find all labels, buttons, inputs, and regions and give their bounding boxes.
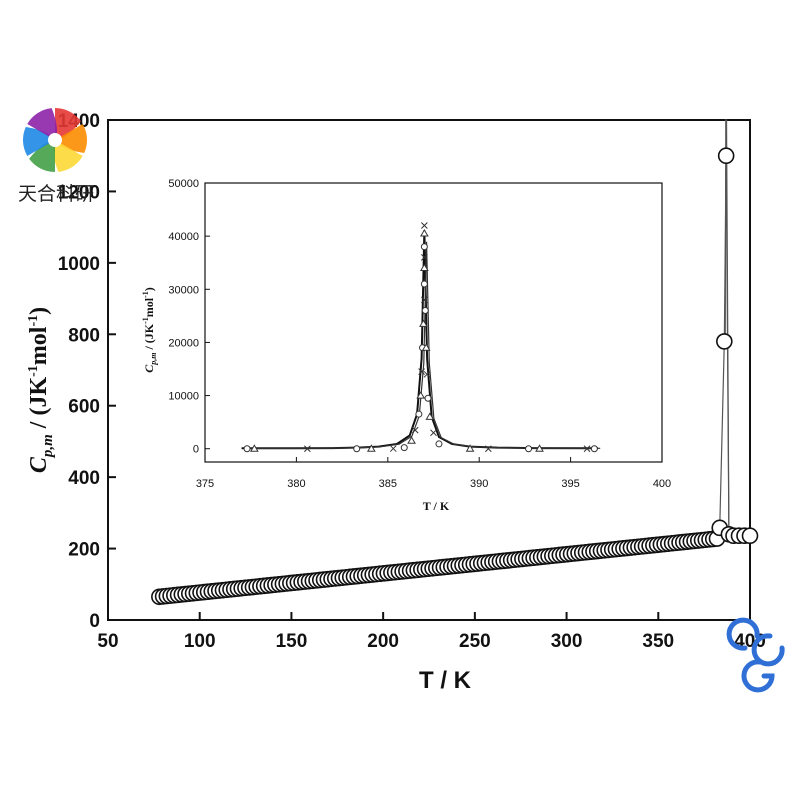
main-data-points	[151, 147, 759, 606]
inset-data-point	[423, 370, 431, 378]
scg-logo-icon	[726, 617, 785, 693]
inset-data-point	[430, 429, 437, 437]
watermark-text: 天合科研	[18, 183, 94, 205]
main-y-tick-label: 400	[68, 468, 100, 489]
inset-data-point	[304, 445, 311, 453]
inset-data-point	[419, 263, 429, 272]
inset-data-point	[421, 343, 431, 351]
inset-y-tick-label: 0	[193, 444, 199, 456]
inset-data-point	[424, 394, 432, 402]
main-y-tick-label: 0	[89, 611, 100, 632]
inset-data-point	[421, 296, 428, 304]
inset-data-point	[418, 368, 425, 376]
inset-y-tick-label: 50000	[168, 178, 199, 190]
pinwheel-center	[48, 133, 62, 147]
inset-data-point	[243, 445, 251, 453]
pinwheel-blade	[29, 140, 55, 172]
inset-data-point	[389, 445, 397, 452]
main-y-tick-label: 600	[68, 397, 100, 418]
inset-data-point	[416, 391, 426, 399]
inset-x-tick-label: 390	[470, 478, 488, 490]
main-y-tick-label: 1200	[58, 182, 100, 203]
inset-data-point	[421, 222, 428, 229]
main-x-tick-label: 350	[642, 631, 674, 652]
inset-y-tick-label: 40000	[168, 231, 199, 243]
inset-y-tick-label: 20000	[168, 337, 199, 349]
pinwheel-blade	[55, 108, 81, 140]
main-data-point	[717, 147, 735, 165]
pinwheel-blade	[27, 108, 58, 140]
main-y-axis-label: Cp,m / (JK-1mol-1)	[26, 307, 56, 473]
main-x-tick-label: 100	[184, 631, 216, 652]
inset-x-axis: 375 380 385 390 395 400	[196, 457, 671, 490]
pinwheel-icon	[23, 108, 87, 172]
watermark-logo: 天合科研	[18, 108, 94, 205]
main-data-point	[741, 527, 759, 545]
inset-data-point	[590, 445, 598, 453]
main-x-tick-label: 150	[276, 631, 308, 652]
inset-data-point	[583, 445, 591, 453]
main-x-tick-label: 300	[551, 631, 583, 652]
inset-data-point	[425, 412, 435, 420]
inset-y-tick-label: 10000	[168, 391, 199, 403]
inset-data-point	[421, 254, 428, 261]
inset-data-point	[415, 410, 423, 418]
main-x-axis: 50 100 150 200 250 300 350 400	[97, 612, 766, 652]
inset-y-axis-label: Cp,m / (JK-1mol-1)	[141, 287, 158, 373]
inset-data-point	[407, 436, 416, 444]
inset-data-point	[435, 440, 443, 448]
main-peak-line	[724, 119, 730, 535]
inset-y-axis: 0 10000 20000 30000 40000 50000	[168, 178, 210, 456]
main-y-tick-label: 1000	[58, 254, 100, 275]
inset-data-point	[525, 445, 533, 453]
inset-y-tick-label: 30000	[168, 284, 199, 296]
main-x-tick-label: 250	[459, 631, 491, 652]
inset-data-point	[411, 426, 419, 434]
main-chart: 50 100 150 200 250 300 350 400 0 200 400 600 800 100…	[26, 111, 766, 694]
main-connecting-line	[716, 119, 750, 539]
inset-x-tick-label: 380	[287, 478, 305, 490]
inset-data-point	[419, 319, 428, 327]
inset-data-point	[400, 444, 408, 452]
inset-data-point	[353, 445, 361, 453]
inset-chart: 375 380 385 390 395 400 0 10000 20000 30000 40000…	[141, 178, 671, 513]
main-y-tick-label: 800	[68, 325, 100, 346]
inset-x-tick-label: 400	[653, 478, 671, 490]
main-x-tick-label: 200	[367, 631, 399, 652]
inset-data-point	[535, 444, 544, 452]
main-data-point	[716, 333, 733, 350]
main-x-tick-label: 50	[97, 631, 118, 652]
inset-data-point	[465, 444, 475, 452]
inset-x-tick-label: 375	[196, 478, 214, 490]
main-x-axis-label: T / K	[419, 667, 472, 694]
inset-data-point	[420, 243, 428, 251]
main-plot-frame	[107, 119, 751, 621]
inset-x-tick-label: 385	[379, 478, 397, 490]
inset-data-points	[243, 222, 598, 453]
pinwheel-blade	[52, 140, 83, 172]
inset-x-axis-label: T / K	[423, 499, 450, 513]
inset-data-point	[420, 280, 428, 288]
inset-data-point	[421, 307, 429, 315]
inset-data-point	[249, 444, 259, 452]
inset-data-point	[419, 228, 429, 237]
inset-data-point	[366, 444, 376, 452]
main-y-tick-label: 200	[68, 540, 100, 561]
inset-data-point	[484, 445, 492, 453]
inset-x-tick-label: 395	[561, 478, 579, 490]
